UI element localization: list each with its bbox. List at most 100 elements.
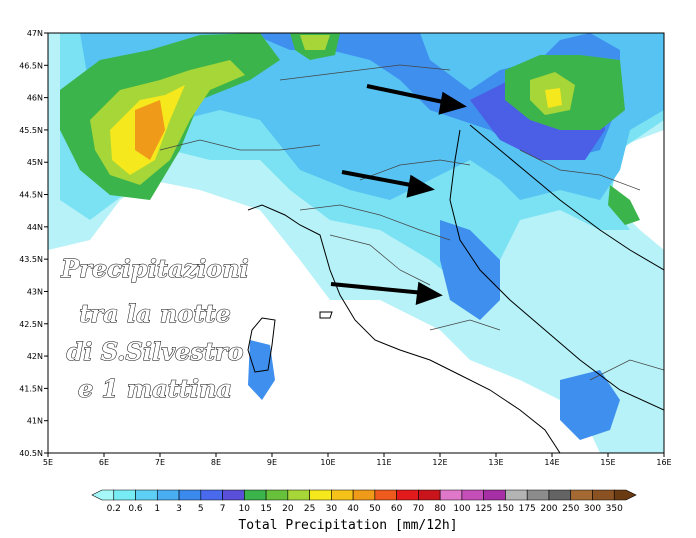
- lon-label: 11E: [376, 458, 391, 467]
- balkan-coastline: [469, 124, 664, 271]
- lon-label: 14E: [544, 458, 559, 467]
- colorbar-swatch: [439, 489, 463, 501]
- colorbar-swatch: [287, 489, 310, 501]
- wind-arrows: [330, 84, 467, 305]
- border: [429, 319, 501, 331]
- colorbar-swatch: [135, 489, 158, 501]
- caption-line-2: tra la notte: [79, 299, 231, 328]
- lon-label: 9E: [267, 458, 277, 467]
- colorbar-swatch: [352, 489, 376, 501]
- lat-label: 46.5N: [19, 61, 43, 70]
- colorbar-label: 0.6: [128, 504, 143, 514]
- colorbar-label: 25: [304, 504, 315, 514]
- colorbar-label: 150: [497, 504, 514, 514]
- border: [279, 64, 451, 81]
- colorbar-swatch: [244, 489, 267, 501]
- caption-line-1: Precipitazioni: [60, 254, 249, 283]
- colorbar-label: 10: [239, 504, 251, 514]
- colorbar-swatch: [461, 489, 484, 501]
- lon-label: 13E: [488, 458, 503, 467]
- arrow: [366, 84, 467, 115]
- corsica-outline: [247, 317, 276, 373]
- colorbar-label: 70: [413, 504, 425, 514]
- colorbar-swatch: [548, 489, 572, 501]
- lat-label: 43.5N: [19, 255, 43, 264]
- precip-zone-deep: [560, 370, 620, 440]
- colorbar-swatch: [91, 489, 115, 501]
- precip-zone-deep: [248, 340, 275, 400]
- colorbar-label: 125: [475, 504, 492, 514]
- precip-zone-orange: [135, 100, 165, 160]
- colorbar-label: 0.2: [107, 504, 121, 514]
- colorbar-label: 40: [347, 504, 359, 514]
- border: [329, 234, 431, 286]
- lon-label: 12E: [432, 458, 447, 467]
- colorbar-swatch: [613, 489, 637, 501]
- regional-borders: [159, 64, 664, 381]
- caption-line-4: e 1 mattina: [78, 374, 232, 403]
- lat-label: 44N: [27, 223, 43, 232]
- precip-zone-lime: [300, 35, 330, 50]
- colorbar-label: 50: [369, 504, 381, 514]
- plot-frame: [47, 32, 665, 454]
- lat-label: 41.5N: [19, 384, 43, 393]
- colorbar-label: 3: [176, 504, 182, 514]
- lat-label: 40.5N: [19, 449, 43, 458]
- colorbar-label: 5: [198, 504, 204, 514]
- colorbar-label: 80: [434, 504, 446, 514]
- lon-label: 16E: [656, 458, 671, 467]
- border: [519, 149, 641, 191]
- border: [359, 159, 471, 181]
- lon-label: 8E: [211, 458, 221, 467]
- colorbar-swatch: [505, 489, 528, 501]
- caption-line-3: di S.Silvestro: [66, 337, 243, 366]
- colorbar-swatch: [526, 489, 550, 501]
- precip-zone-deep: [440, 220, 500, 320]
- colorbar-label: 60: [391, 504, 403, 514]
- colorbar-label: 300: [584, 504, 601, 514]
- colorbar-label: 7: [220, 504, 226, 514]
- lat-label: 45.5N: [19, 126, 43, 135]
- colorbar-swatch: [222, 489, 245, 501]
- map-caption: Precipitazioni tra la notte di S.Silvest…: [60, 254, 250, 404]
- lon-label: 15E: [600, 458, 615, 467]
- precip-zone-green: [608, 185, 640, 225]
- colorbar-swatch: [592, 489, 615, 501]
- colorbar-swatch: [374, 489, 397, 501]
- lat-label: 44.5N: [19, 191, 43, 200]
- lat-label: 42N: [27, 352, 43, 361]
- longitude-axis: 5E 6E 7E 8E 9E 10E 11E 12E 13E 14E 15E 16E: [43, 453, 672, 467]
- lat-label: 47N: [27, 29, 43, 38]
- colorbar-swatch: [156, 489, 180, 501]
- colorbar-swatch: [418, 489, 441, 501]
- colorbar-label: 30: [326, 504, 338, 514]
- precipitation-field: [48, 33, 664, 453]
- arrow: [341, 170, 435, 198]
- lat-label: 41N: [27, 417, 43, 426]
- italy-coastline: [247, 204, 561, 453]
- latitude-axis: 47N 46.5N 46N 45.5N 45N 44.5N 44N 43.5N 43N 42.5N…: [19, 29, 48, 458]
- border: [589, 359, 664, 381]
- colorbar-label: 350: [606, 504, 623, 514]
- colorbar-swatch: [178, 489, 202, 501]
- colorbar-swatch: [309, 489, 332, 501]
- lat-label: 46N: [27, 94, 43, 103]
- lon-label: 6E: [99, 458, 109, 467]
- colorbar-swatch: [483, 489, 506, 501]
- colorbar-swatch: [570, 489, 593, 501]
- colorbar-label: 200: [540, 504, 557, 514]
- colorbar: 0.2 0.6 1 3 5 7 10 15 20 25 30 40 50 60 70 80 100 125 150 1…: [91, 489, 637, 514]
- colorbar-swatch: [113, 489, 136, 501]
- lat-label: 42.5N: [19, 320, 43, 329]
- lon-label: 10E: [320, 458, 335, 467]
- colorbar-swatch: [396, 489, 419, 501]
- precip-zone-yellow: [545, 88, 562, 108]
- colorbar-label: 100: [453, 504, 470, 514]
- colorbar-label: 1: [154, 504, 160, 514]
- lon-label: 7E: [155, 458, 165, 467]
- border: [299, 204, 451, 241]
- border: [159, 139, 321, 151]
- colorbar-swatch: [331, 489, 354, 501]
- colorbar-title: Total Precipitation [mm/12h]: [238, 518, 457, 533]
